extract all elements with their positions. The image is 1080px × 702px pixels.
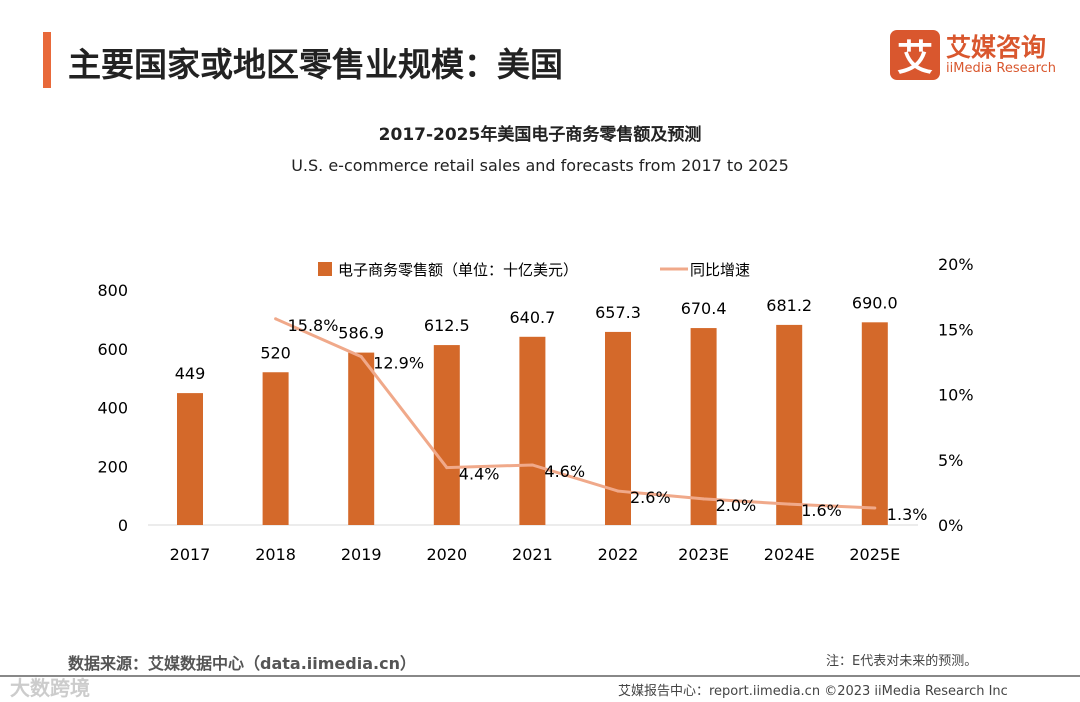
logo-en: iiMedia Research [946,61,1057,76]
bar [348,352,375,525]
x-tick: 2020 [426,545,467,564]
x-tick: 2022 [598,545,639,564]
y-left-tick: 0 [118,516,128,535]
iimedia-logo: 艾 艾媒咨询 iiMedia Research [890,30,1056,80]
bar-label: 690.0 [852,293,898,312]
x-tick: 2019 [341,545,382,564]
y-left-tick: 800 [97,281,128,300]
y-left-tick: 400 [97,399,128,418]
bar [690,328,717,525]
chart-subtitle: U.S. e-commerce retail sales and forecas… [291,156,789,175]
x-tick: 2017 [170,545,211,564]
bar [605,331,631,525]
bar-label: 640.7 [509,308,555,327]
growth-line [274,317,875,510]
y-right-tick: 15% [938,320,974,339]
logo-mark: 艾 [890,30,940,80]
line-point [873,506,877,510]
page-title: 主要国家或地区零售业规模：美国 [68,45,563,84]
line-point [787,502,791,506]
x-tick: 2025E [849,545,900,564]
logo-cn: 艾媒咨询 [946,33,1047,62]
line-label: 4.4% [459,465,500,484]
data-source: 数据来源：艾媒数据中心（data.iimedia.cn） [68,654,416,673]
bar-label: 520 [260,343,291,362]
bar-label: 586.9 [338,324,384,343]
x-tick: 2018 [255,545,296,564]
watermark: 大数跨境 [10,676,90,700]
bar-label: 670.4 [681,299,727,318]
footer: 艾媒报告中心：report.iimedia.cn ©2023 iiMedia R… [618,684,1008,699]
line-point [445,466,449,470]
bar-label: 449 [175,364,206,383]
bar [433,345,460,525]
bar [776,324,803,525]
legend-bar-label: 电子商务零售额（单位：十亿美元） [338,261,578,279]
chart-title: 2017-2025年美国电子商务零售额及预测 [378,125,702,145]
y-left-tick: 200 [97,457,128,476]
legend: 电子商务零售额（单位：十亿美元） 同比增速 [318,261,750,279]
line-label: 1.3% [887,505,928,524]
note: 注：E代表对未来的预测。 [826,654,978,669]
x-tick: 2024E [764,545,815,564]
bar-label: 657.3 [595,303,641,322]
line-point [530,463,534,467]
legend-line-label: 同比增速 [690,261,750,279]
legend-bar-swatch [318,262,332,276]
y-right-tick: 10% [938,386,974,405]
line-label: 2.6% [630,488,671,507]
title-accent-bar [43,32,51,88]
line-label: 4.6% [544,462,585,481]
footer-divider [0,675,1080,677]
chart: 电子商务零售额（单位：十亿美元） 同比增速 0 200 400 600 800 0% 5% 1… [97,255,974,564]
line-point [702,497,706,501]
x-tick: 2023E [678,545,729,564]
bar [262,372,289,525]
bar [519,336,546,525]
y-left-tick: 600 [97,340,128,359]
line-label: 12.9% [373,354,424,373]
y-right-tick: 20% [938,255,974,274]
x-tick: 2021 [512,545,553,564]
line-label: 15.8% [288,316,339,335]
line-point [274,317,278,321]
bar-label: 681.2 [766,296,812,315]
y-right-tick: 0% [938,516,963,535]
line-point [359,355,363,359]
y-right-tick: 5% [938,451,963,470]
line-label: 1.6% [801,501,842,520]
line-point [616,489,620,493]
line-label: 2.0% [716,496,757,515]
bar-label: 612.5 [424,316,470,335]
bar [861,322,888,525]
bar [177,393,203,525]
